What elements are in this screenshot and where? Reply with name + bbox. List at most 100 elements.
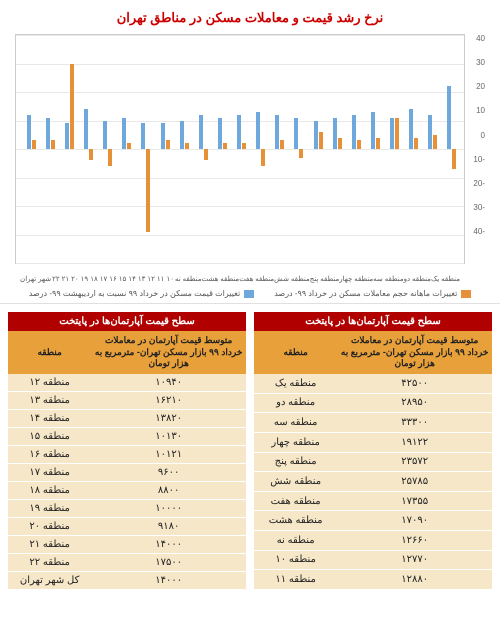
col-region-left: منطقه [8,331,91,374]
tables-section: سطح قیمت آپارتمان‌ها در پایتخت متوسط قیم… [0,304,500,598]
bar [275,115,279,149]
table-row: ۱۲۶۶۰منطقه نه [254,531,492,551]
x-label: ۲۲ [51,275,61,283]
table-row: ۱۷۰۹۰منطقه هشت [254,511,492,531]
bar [452,149,456,169]
bar [46,118,50,149]
price-cell: ۱۲۷۷۰ [337,550,492,570]
table-row: ۱۷۵۰۰منطقه ۲۲ [8,554,246,572]
x-label: ۱۵ [118,275,128,283]
x-label: منطقه هشت [202,275,240,283]
bar-group [173,35,192,263]
table-row: ۱۰۱۲۱منطقه ۱۶ [8,446,246,464]
bar-group [364,35,383,263]
bar [352,115,356,149]
chart-title: نرخ رشد قیمت و معاملات مسکن در مناطق تهر… [15,10,485,26]
y-tick: 40 [476,34,485,43]
bar [357,140,361,149]
bar-group [58,35,77,263]
legend-item-price: تغییرات قیمت مسکن در خرداد ۹۹ نسبت به ار… [29,289,255,298]
legend-swatch-price [244,290,254,298]
price-table-left: سطح قیمت آپارتمان‌ها در پایتخت متوسط قیم… [8,312,246,590]
bar [414,138,418,149]
table-row: ۱۶۲۱۰منطقه ۱۳ [8,392,246,410]
region-cell: منطقه ۱۷ [8,464,91,482]
bar-group [78,35,97,263]
col-price-left: متوسط قیمت آپارتمان در معاملات خرداد ۹۹ … [91,331,246,374]
region-cell: منطقه ۲۱ [8,536,91,554]
table-body-left: ۱۰۹۴۰منطقه ۱۲۱۶۲۱۰منطقه ۱۳۱۳۸۲۰منطقه ۱۴۱… [8,374,246,590]
bar [433,135,437,149]
bar-group [345,35,364,263]
bar-group [384,35,403,263]
gridline [16,263,464,264]
price-cell: ۱۹۱۲۲ [337,432,492,452]
table-body-right: ۴۲۵۰۰منطقه یک۲۸۹۵۰منطقه دو۳۳۳۰۰منطقه سه۱… [254,374,492,590]
bar [141,123,145,149]
region-cell: منطقه هشت [254,511,337,531]
bar-group [154,35,173,263]
bar [242,143,246,149]
bar [395,118,399,149]
bar-group [441,35,460,263]
region-cell: کل شهر تهران [8,572,91,590]
table-row: ۱۳۸۲۰منطقه ۱۴ [8,410,246,428]
region-cell: منطقه یک [254,374,337,393]
price-cell: ۱۰۹۴۰ [91,374,246,392]
x-label: منطقه سه [373,275,403,283]
col-price-right: متوسط قیمت آپارتمان در معاملات خرداد ۹۹ … [337,331,492,374]
y-tick: -30 [473,203,485,212]
table-title-right: سطح قیمت آپارتمان‌ها در پایتخت [254,312,492,331]
table-row: ۲۵۷۸۵منطقه شش [254,472,492,492]
bar [51,140,55,149]
bar [89,149,93,160]
bar [333,118,337,149]
legend-item-volume: تغییرات ماهانه حجم معاملات مسکن در خرداد… [274,289,471,298]
bar [314,121,318,150]
bar [108,149,112,166]
x-label: منطقه نه [175,275,202,283]
bar-group [97,35,116,263]
price-cell: ۹۶۰۰ [91,464,246,482]
bar [237,115,241,149]
x-label: ۱۸ [89,275,99,283]
table-row: ۱۴۰۰۰منطقه ۲۱ [8,536,246,554]
bar [447,86,451,149]
y-tick: 0 [481,131,485,140]
bar [32,140,36,149]
price-cell: ۱۲۶۶۰ [337,531,492,551]
region-cell: منطقه ۱۶ [8,446,91,464]
bar [299,149,303,158]
region-cell: منطقه ۱۰ [254,550,337,570]
y-tick: 20 [476,82,485,91]
y-tick: 10 [476,106,485,115]
region-cell: منطقه پنج [254,452,337,472]
region-cell: منطقه چهار [254,432,337,452]
x-label: منطقه چهار [339,275,373,283]
bar [256,112,260,149]
y-axis: 403020100-10-20-30-40 [465,34,485,264]
x-label: شهر تهران [20,275,51,283]
price-cell: ۱۶۲۱۰ [91,392,246,410]
bar [319,132,323,149]
region-cell: منطقه هفت [254,491,337,511]
table-row: ۱۲۸۸۰منطقه ۱۱ [254,570,492,590]
bars-container [16,35,464,263]
x-label: ۱۶ [108,275,118,283]
price-cell: ۱۰۱۳۰ [91,428,246,446]
price-cell: ۱۴۰۰۰ [91,572,246,590]
bar [294,118,298,149]
x-label: منطقه هفت [239,275,274,283]
table-row: ۳۳۳۰۰منطقه سه [254,413,492,433]
x-axis-labels: منطقه یکمنطقه دومنطقه سهمنطقه چهارمنطقه … [16,275,464,283]
x-label: ۱۰ [165,275,175,283]
chart-plot: منطقه یکمنطقه دومنطقه سهمنطقه چهارمنطقه … [15,34,465,264]
table-row: ۱۰۰۰۰منطقه ۱۹ [8,500,246,518]
bar-group [135,35,154,263]
bar [84,109,88,149]
region-cell: منطقه ۱۳ [8,392,91,410]
bar [409,109,413,149]
region-cell: منطقه ۱۲ [8,374,91,392]
region-cell: منطقه ۱۹ [8,500,91,518]
price-cell: ۱۰۰۰۰ [91,500,246,518]
